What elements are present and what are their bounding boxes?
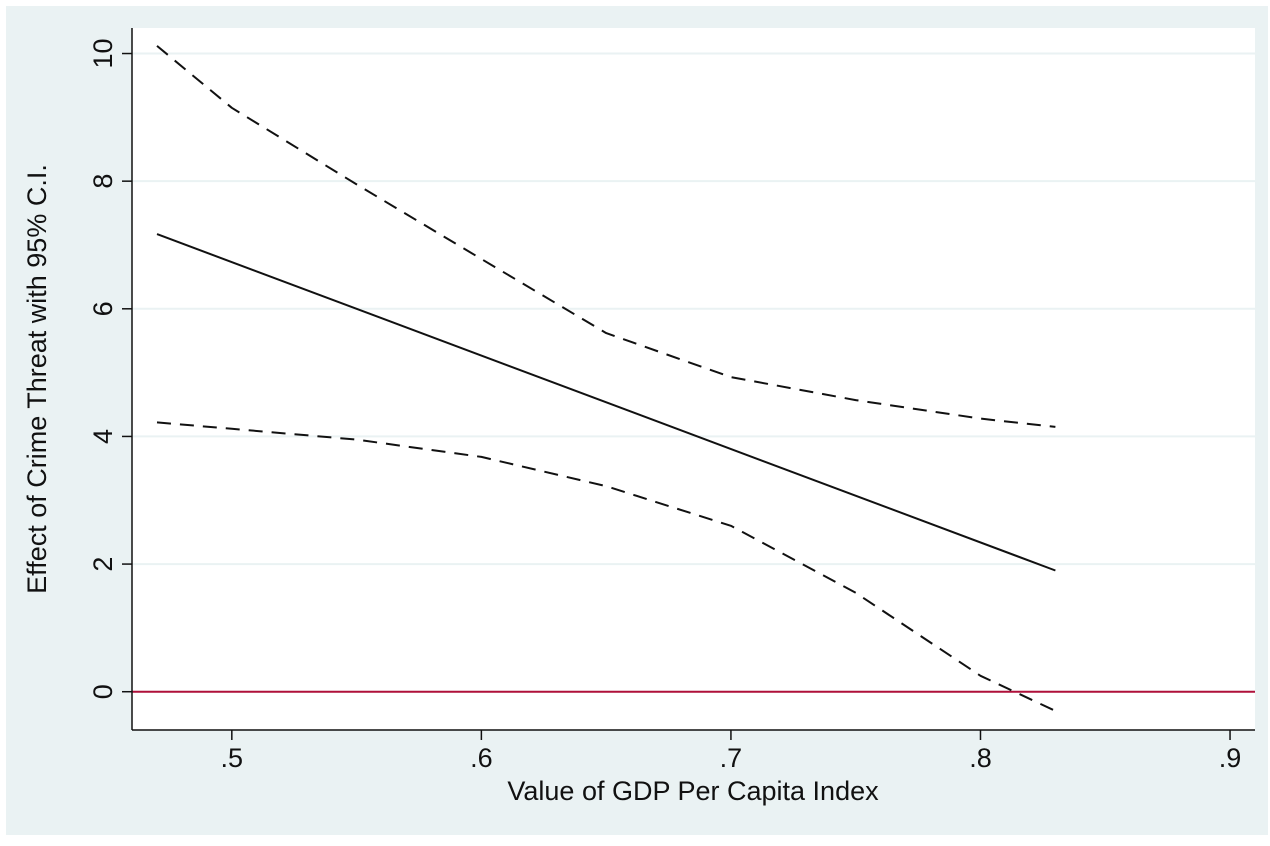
x-ticks: .5 .6 .7 .8 .9 — [221, 730, 1242, 773]
y-tick-label: 6 — [88, 301, 118, 316]
plot-area — [132, 28, 1255, 730]
y-tick-label: 8 — [88, 174, 118, 189]
x-tick-label: .8 — [969, 743, 992, 773]
y-tick-label: 0 — [88, 684, 118, 699]
series-layer — [156, 45, 1056, 712]
y-ticks: 0 2 4 6 8 10 — [88, 39, 132, 699]
x-tick-label: .5 — [221, 743, 244, 773]
estimate-line — [156, 233, 1056, 572]
y-tick-label: 2 — [88, 557, 118, 572]
lower-ci-line — [156, 421, 1056, 712]
y-axis-title: Effect of Crime Threat with 95% C.I. — [22, 164, 52, 594]
x-tick-label: .9 — [1219, 743, 1242, 773]
upper-ci-line — [156, 45, 1056, 428]
axes — [131, 28, 1255, 731]
x-axis-title: Value of GDP Per Capita Index — [507, 776, 879, 806]
x-tick-label: .6 — [470, 743, 493, 773]
x-tick-label: .7 — [720, 743, 743, 773]
y-tick-label: 4 — [88, 429, 118, 444]
y-tick-label: 10 — [88, 39, 118, 69]
